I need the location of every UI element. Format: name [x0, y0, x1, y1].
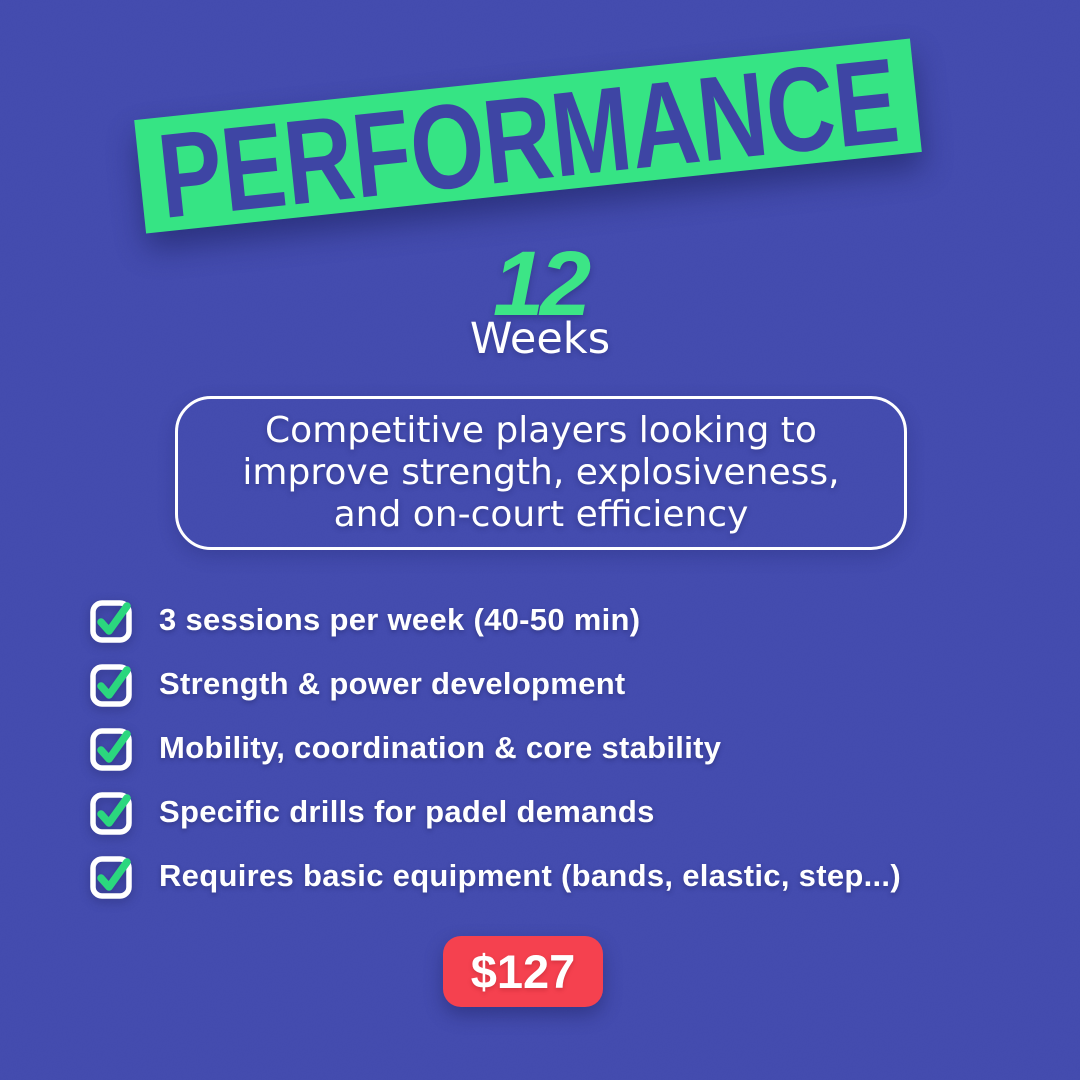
feature-row: Mobility, coordination & core stability — [88, 725, 901, 771]
audience-line: and on-court efficiency — [333, 494, 749, 535]
checkbox-checked-icon — [90, 600, 132, 643]
feature-label: 3 sessions per week (40-50 min) — [159, 602, 641, 637]
audience-description-box: Competitive players looking to improve s… — [175, 396, 907, 550]
duration-number: 12 — [492, 233, 591, 335]
feature-row: 3 sessions per week (40-50 min) — [88, 597, 901, 643]
feature-row: Specific drills for padel demands — [88, 789, 901, 835]
feature-label: Mobility, coordination & core stability — [159, 730, 722, 765]
duration-unit: Weeks — [469, 314, 611, 364]
feature-label: Specific drills for padel demands — [159, 794, 655, 829]
checkbox-checked-icon — [90, 856, 132, 899]
audience-line: Competitive players looking to — [265, 410, 817, 451]
price-button[interactable]: $127 — [443, 936, 603, 1007]
checkbox-checked-icon — [90, 664, 132, 707]
feature-row: Requires basic equipment (bands, elastic… — [88, 853, 901, 899]
audience-line: improve strength, explosiveness, — [242, 452, 840, 493]
program-title-banner: PERFORMANCE — [134, 38, 922, 234]
feature-label: Requires basic equipment (bands, elastic… — [159, 858, 901, 893]
feature-row: Strength & power development — [88, 661, 901, 707]
feature-label: Strength & power development — [159, 666, 626, 701]
checkbox-checked-icon — [90, 728, 132, 771]
feature-list: 3 sessions per week (40-50 min) Strength… — [88, 597, 901, 899]
program-title-svg: PERFORMANCE — [152, 39, 904, 234]
program-title: PERFORMANCE — [152, 39, 904, 234]
checkbox-checked-icon — [90, 792, 132, 835]
